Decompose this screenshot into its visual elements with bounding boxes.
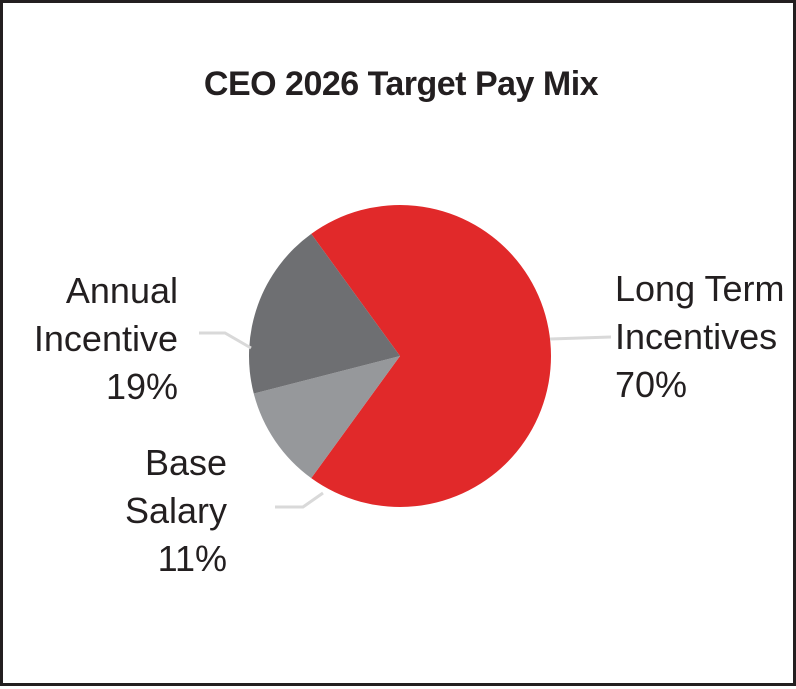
slice-percent: 19% bbox=[105, 366, 178, 407]
slice-label-annual-incentive: Annual Incentive 19% bbox=[3, 267, 178, 411]
slice-label-line1: Annual bbox=[65, 270, 178, 311]
slice-percent: 70% bbox=[615, 364, 688, 405]
leader-line-long-term-incentives bbox=[549, 335, 612, 341]
slice-percent: 11% bbox=[157, 538, 227, 579]
slice-label-line2: Incentive bbox=[33, 318, 178, 359]
slice-label-line2: Incentives bbox=[615, 316, 778, 357]
leader-line-base-salary bbox=[275, 491, 324, 509]
slice-label-long-term-incentives: Long Term Incentives 70% bbox=[615, 265, 784, 409]
pie-slice-base-salary bbox=[253, 356, 400, 479]
slice-label-line2: Salary bbox=[124, 490, 227, 531]
chart-title: CEO 2026 Target Pay Mix bbox=[203, 65, 599, 103]
slice-label-line1: Long Term bbox=[615, 268, 785, 309]
leader-line-annual-incentive bbox=[199, 331, 252, 350]
slice-label-base-salary: Base Salary 11% bbox=[3, 439, 227, 583]
slice-label-line1: Base bbox=[144, 442, 227, 483]
pie-chart bbox=[199, 205, 612, 509]
pie-slice-long-term-incentives bbox=[311, 205, 551, 508]
pie-slice-annual-incentive bbox=[248, 233, 400, 394]
